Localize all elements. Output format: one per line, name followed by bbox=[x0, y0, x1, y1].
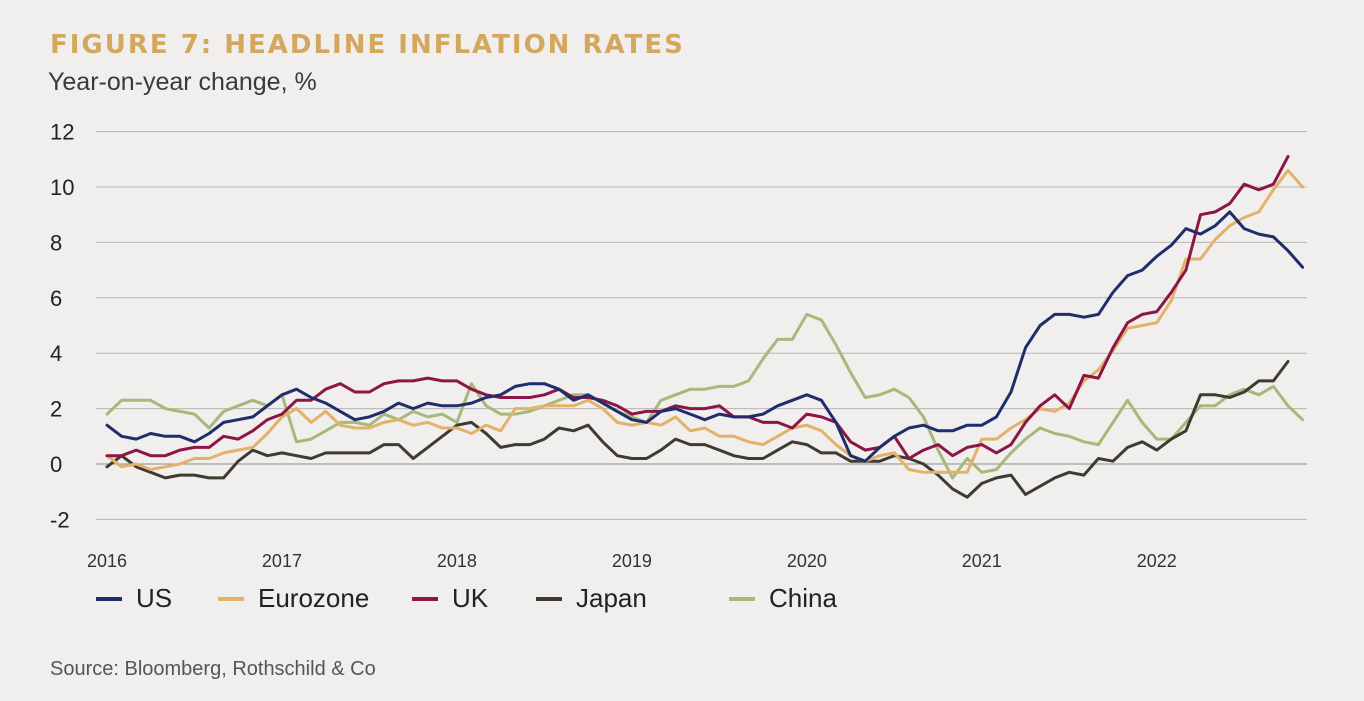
legend-swatch bbox=[218, 597, 244, 601]
legend-swatch bbox=[536, 597, 562, 601]
x-tick-label: 2022 bbox=[1137, 551, 1177, 571]
legend-label: UK bbox=[452, 583, 489, 613]
y-tick-label: 4 bbox=[50, 341, 62, 366]
x-tick-label: 2020 bbox=[787, 551, 827, 571]
x-tick-label: 2019 bbox=[612, 551, 652, 571]
series-line-eurozone bbox=[105, 168, 1305, 474]
series-lines bbox=[105, 155, 1305, 499]
series-line-japan bbox=[105, 360, 1290, 499]
x-tick-label: 2016 bbox=[87, 551, 127, 571]
source-note: Source: Bloomberg, Rothschild & Co bbox=[50, 658, 376, 680]
y-tick-label: 0 bbox=[50, 452, 62, 477]
x-tick-label: 2018 bbox=[437, 551, 477, 571]
legend-label: China bbox=[769, 583, 837, 613]
y-tick-label: 10 bbox=[50, 175, 74, 200]
chart-subtitle: Year-on-year change, % bbox=[48, 68, 317, 96]
y-tick-label: -2 bbox=[50, 507, 70, 532]
y-axis-ticks: 12 10 8 6 4 2 0 -2 bbox=[50, 120, 74, 533]
legend-swatch bbox=[412, 597, 438, 601]
legend-label: US bbox=[136, 583, 173, 613]
legend: US Eurozone UK Japan China bbox=[96, 583, 896, 617]
y-tick-label: 2 bbox=[50, 397, 62, 422]
series-line-uk bbox=[105, 155, 1290, 460]
legend-swatch bbox=[96, 597, 122, 601]
legend-label: Eurozone bbox=[258, 583, 370, 613]
series-line-china bbox=[105, 312, 1305, 480]
y-tick-label: 8 bbox=[50, 230, 62, 255]
x-tick-label: 2017 bbox=[262, 551, 302, 571]
y-tick-label: 12 bbox=[50, 120, 74, 145]
legend-swatch bbox=[729, 597, 755, 601]
x-axis-ticks: 2016 2017 2018 2019 2020 2021 2022 bbox=[87, 551, 1177, 571]
legend-label: Japan bbox=[576, 583, 647, 613]
chart-title: FIGURE 7: HEADLINE INFLATION RATES bbox=[50, 30, 685, 60]
x-tick-label: 2021 bbox=[962, 551, 1002, 571]
series-line-us bbox=[105, 210, 1305, 463]
y-tick-label: 6 bbox=[50, 286, 62, 311]
